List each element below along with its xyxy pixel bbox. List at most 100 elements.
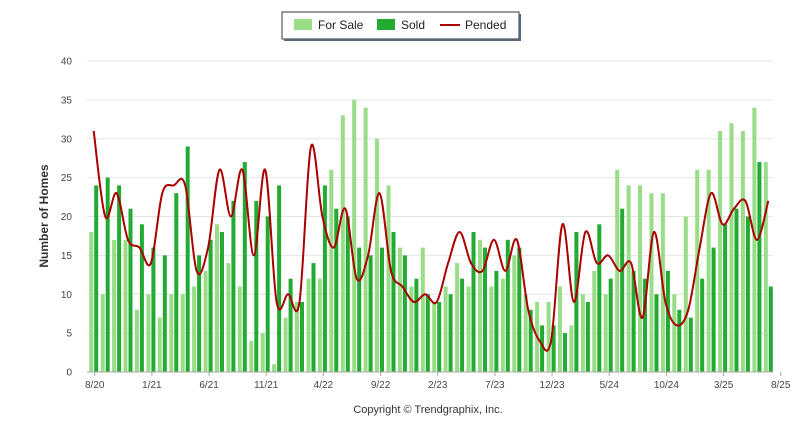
bar-sold [288,278,293,372]
bar-for-sale [569,325,574,372]
bar-for-sale [718,131,723,372]
bar-for-sale [306,278,311,372]
y-tick-label: 35 [61,95,73,106]
bar-for-sale [180,294,185,373]
bar-sold [528,309,533,372]
legend-shadow [519,14,521,41]
bar-sold [402,255,407,372]
bar-for-sale [580,294,585,373]
legend-swatch-for-sale [294,19,312,30]
bar-sold [242,162,247,372]
bar-for-sale [649,193,654,372]
bar-for-sale [397,247,402,372]
x-tick-label: 1/21 [142,380,162,391]
y-tick-label: 15 [61,251,73,262]
bar-sold [437,302,442,372]
bar-for-sale [272,364,277,372]
y-tick-labels: 0 5 10 15 20 25 30 35 40 [61,57,73,379]
bar-sold [208,239,213,372]
bar-sold [322,185,327,372]
bar-sold [197,255,202,372]
bar-for-sale [363,107,368,372]
y-tick-label: 40 [61,57,73,68]
bar-sold [643,278,647,372]
bar-sold [277,185,282,372]
legend-shadow-bottom [284,39,521,41]
bar-sold [414,278,419,372]
bar-sold [585,302,590,372]
bar-for-sale [157,317,162,372]
y-tick-label: 5 [66,329,72,340]
x-tick-label: 12/23 [540,380,565,391]
bar-for-sale [295,302,299,372]
bar-for-sale [706,169,711,372]
bar-sold [254,200,259,372]
bar-sold [345,216,350,372]
bar-for-sale [146,294,151,373]
bar-for-sale [558,286,562,372]
bar-sold [128,208,133,372]
pended-line [92,130,770,352]
bar-sold [231,200,236,372]
bar-for-sale [260,333,265,372]
bar-for-sale [683,216,688,372]
bar-for-sale [352,99,357,373]
bar-sold [94,185,99,372]
bar-for-sale [615,169,620,372]
bar-for-sale [123,239,128,372]
bar-sold [311,263,316,372]
bar-sold [768,286,773,372]
bar-sold [300,302,304,372]
bar-for-sale [455,263,460,372]
bar-for-sale [317,278,322,372]
y-tick-label: 30 [61,134,73,145]
bar-sold [505,239,510,372]
bar-sold [380,247,384,372]
bar-for-sale [420,247,425,372]
bar-sold [665,270,670,372]
bar-sold [265,216,270,372]
bar-for-sale [237,286,242,372]
copyright-text: Copyright © Trendgraphix, Inc. [353,404,502,416]
bar-for-sale [443,286,448,372]
x-tick-label: 10/24 [654,380,679,391]
bar-sold [425,294,430,373]
legend-box [281,11,520,40]
x-tick-labels: 8/20 1/21 6/21 11/21 4/22 9/22 2/23 7/23 12/23 5/… [85,372,791,391]
bar-for-sale [203,270,208,372]
bar-sold [688,317,693,372]
bar-for-sale [489,286,494,372]
bar-sold [574,232,579,372]
x-tick-label: 4/22 [314,380,334,391]
legend: For Sale Sold Pended [281,11,521,41]
bar-sold [700,278,705,372]
bar-sold [551,325,556,372]
x-tick-label: 2/23 [428,380,448,391]
y-axis-label: Number of Homes [37,164,51,268]
bar-for-sale [466,286,471,372]
series-line-pended [92,130,770,352]
y-tick-label: 10 [61,290,73,301]
bar-for-sale [432,302,437,372]
bar-sold [540,325,545,372]
bar-sold [517,247,522,372]
legend-label-pended: Pended [465,18,506,32]
bar-for-sale [134,309,139,372]
y-tick-label: 0 [66,368,72,379]
bar-sold [391,232,396,372]
bar-for-sale [695,169,700,372]
x-tick-label: 9/22 [371,380,391,391]
x-tick-label: 7/23 [485,380,505,391]
bar-sold [162,255,167,372]
bar-for-sale [89,232,94,372]
bar-for-sale [340,115,345,373]
bar-sold [597,224,602,372]
bar-sold [471,232,476,372]
bar-sold [757,162,762,372]
bar-for-sale [603,294,608,373]
bar-for-sale [386,185,391,372]
bar-sold [357,247,362,372]
bar-for-sale [512,255,517,372]
bar-for-sale [226,263,231,372]
